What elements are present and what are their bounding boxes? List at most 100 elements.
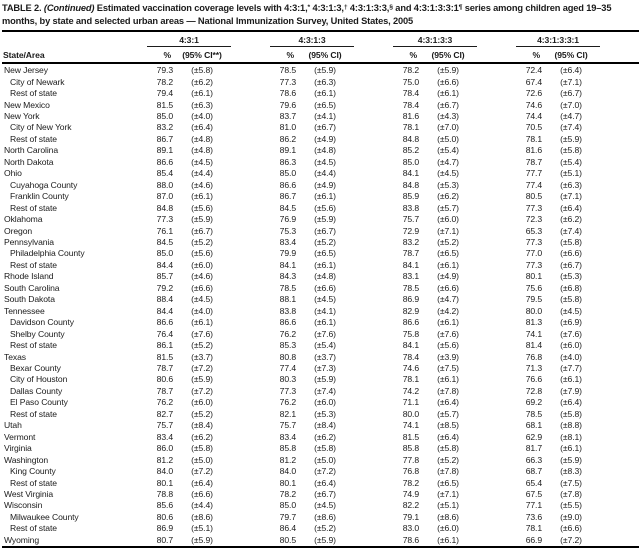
ci-cell: (±5.4) [560, 156, 582, 167]
spacer-cell [477, 88, 516, 99]
ci-cell: (±6.5) [314, 99, 336, 110]
ci-cell: (±4.7) [437, 294, 459, 305]
spacer-cell [600, 478, 639, 489]
table-row: Dallas County 78.7 (±7.2) 77.3 (±7.4) 74.2 (±7… [2, 386, 639, 397]
ci-cell: (±6.7) [437, 99, 459, 110]
spacer-cell [600, 352, 639, 363]
spacer-cell [354, 512, 393, 523]
ci-header: (95% CI) [308, 50, 342, 61]
ci-cell: (±5.9) [560, 454, 582, 465]
ci-cell: (±5.2) [437, 236, 459, 247]
area-cell: Rest of state [10, 202, 57, 213]
spacer-cell [600, 523, 639, 534]
ci-cell: (±5.5) [560, 500, 582, 511]
spacer-cell [231, 283, 270, 294]
pct-cell: 68.7 [525, 466, 543, 477]
header-spacer [600, 47, 639, 64]
spacer-cell [477, 77, 516, 88]
ci-cell: (±4.9) [314, 179, 336, 190]
area-cell: City of Newark [10, 76, 65, 87]
pct-cell: 76.4 [156, 328, 173, 339]
pct-cell: 89.1 [156, 145, 173, 156]
spacer-cell [477, 317, 516, 328]
ci-cell: (±6.6) [191, 488, 213, 499]
area-cell: Milwaukee County [10, 511, 79, 522]
pct-cell: 77.3 [156, 214, 173, 225]
spacer-cell [354, 466, 393, 477]
ci-cell: (±5.8) [314, 443, 336, 454]
ci-header: (95% CI**) [182, 50, 222, 61]
spacer-cell [354, 122, 393, 133]
pct-cell: 83.2 [156, 122, 173, 133]
ci-cell: (±6.2) [191, 76, 213, 87]
spacer-cell [600, 237, 639, 248]
spacer-cell [231, 500, 270, 511]
title-superscript: * [307, 3, 311, 11]
ci-cell: (±6.7) [314, 225, 336, 236]
ci-cell: (±6.4) [560, 202, 582, 213]
spacer-cell [354, 77, 393, 88]
pct-cell: 86.4 [279, 523, 296, 534]
ci-cell: (±4.2) [437, 305, 459, 316]
spacer-cell [600, 122, 639, 133]
spacer-cell [477, 363, 516, 374]
area-cell: New Mexico [4, 99, 50, 110]
spacer-cell [600, 432, 639, 443]
pct-cell: 84.1 [402, 259, 420, 270]
table-row: Bexar County 78.7 (±7.2) 77.4 (±7.3) 74.6 (±7.… [2, 363, 639, 374]
pct-cell: 79.5 [525, 294, 543, 305]
table-row: Oklahoma 77.3 (±5.9) 76.9 (±5.9) 75.7 (±6.0) 72… [2, 214, 639, 225]
ci-cell: (±8.8) [560, 420, 582, 431]
ci-cell: (±6.1) [191, 317, 213, 328]
spacer-cell [231, 294, 270, 305]
pct-cell: 86.6 [279, 317, 296, 328]
pct-cell: 82.9 [402, 305, 420, 316]
spacer-cell [600, 420, 639, 431]
spacer-cell [600, 340, 639, 351]
pct-cell: 66.3 [525, 454, 543, 465]
spacer-cell [354, 237, 393, 248]
spacer-cell [231, 466, 270, 477]
pct-cell: 78.4 [402, 99, 420, 110]
pct-cell: 78.7 [525, 156, 543, 167]
ci-cell: (±6.2) [314, 431, 336, 442]
spacer-cell [600, 191, 639, 202]
header-spacer [477, 30, 517, 47]
pct-cell: 68.1 [525, 420, 543, 431]
pct-cell: 80.8 [279, 351, 296, 362]
spacer-cell [477, 512, 516, 523]
ci-cell: (±7.8) [437, 385, 459, 396]
pct-header: % [163, 50, 171, 61]
ci-cell: (±6.1) [314, 259, 336, 270]
pct-cell: 88.4 [156, 294, 173, 305]
table-row: City of New York 83.2 (±6.4) 81.0 (±6.7) 78.1… [2, 122, 639, 133]
area-cell: Rhode Island [4, 271, 54, 282]
ci-cell: (±6.1) [191, 191, 213, 202]
spacer-cell [477, 122, 516, 133]
table-row: Wisconsin 85.6 (±4.4) 85.0 (±4.5) 82.2 (±5.1) 7… [2, 500, 639, 511]
spacer-cell [231, 168, 270, 179]
spacer-cell [354, 455, 393, 466]
spacer-cell [231, 352, 270, 363]
table-row: Rest of state 80.1 (±6.4) 80.1 (±6.4) 78.2 (±6… [2, 478, 639, 489]
title-text: series among children aged 19–35 months,… [2, 3, 612, 26]
spacer-cell [354, 283, 393, 294]
pct-cell: 74.1 [402, 420, 420, 431]
table-row: Philadelphia County 85.0 (±5.6) 79.9 (±6.5) 7… [2, 248, 639, 259]
spacer-cell [600, 294, 639, 305]
pct-cell: 66.9 [525, 534, 543, 545]
pct-cell: 80.1 [279, 477, 296, 488]
ci-cell: (±6.1) [437, 317, 459, 328]
header-spacer [354, 47, 393, 64]
ci-cell: (±7.8) [437, 466, 459, 477]
pct-cell: 78.2 [156, 76, 173, 87]
spacer-cell [600, 443, 639, 454]
spacer-cell [354, 329, 393, 340]
table-row: Rest of state 86.7 (±4.8) 86.2 (±4.9) 84.8 (±5… [2, 134, 639, 145]
ci-cell: (±5.1) [560, 168, 582, 179]
ci-cell: (±6.4) [560, 65, 582, 76]
ci-cell: (±5.6) [314, 202, 336, 213]
ci-cell: (±7.8) [560, 488, 582, 499]
title-text: and 4:3:1:3:3:1 [392, 3, 459, 13]
